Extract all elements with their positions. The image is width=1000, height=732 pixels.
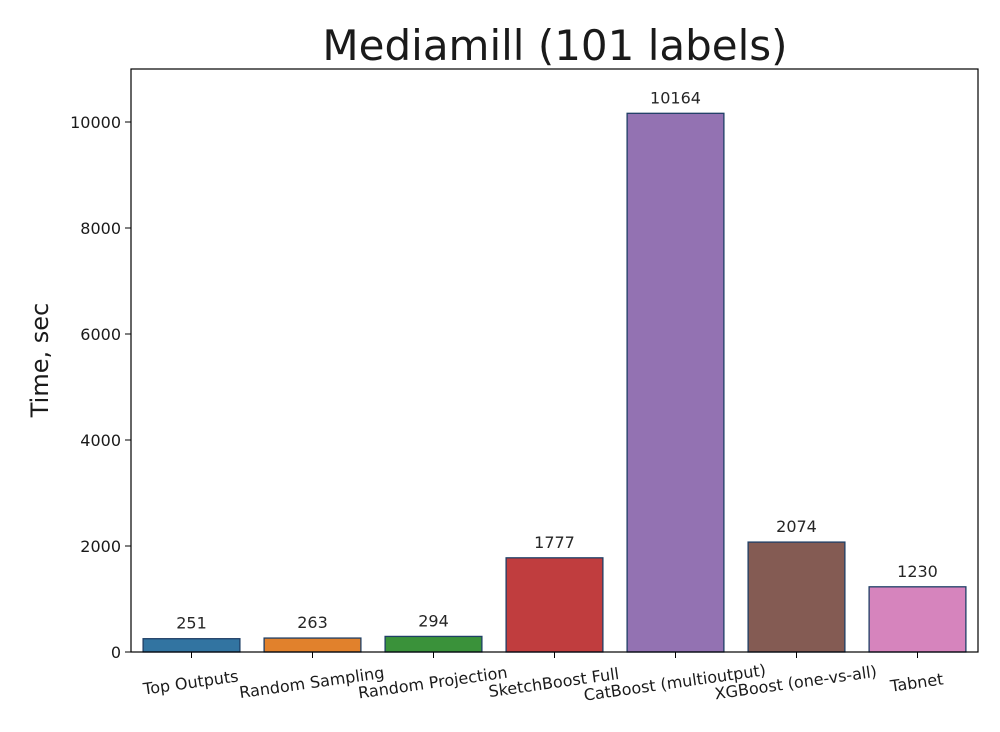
y-tick-label-4: 8000 xyxy=(80,219,121,238)
data-label-1: 263 xyxy=(297,613,328,632)
bar-1 xyxy=(263,637,362,653)
bar-3 xyxy=(505,557,604,653)
chart-title: Mediamill (101 labels) xyxy=(322,21,787,70)
y-tick-label-2: 4000 xyxy=(80,431,121,450)
plot-frame xyxy=(130,68,979,653)
y-axis-label: Time, sec xyxy=(26,303,54,418)
bars-layer: 251 263 294 1777 10164 2074 1230 xyxy=(142,88,967,653)
y-tick-label-1: 2000 xyxy=(80,537,121,556)
bar-2 xyxy=(384,635,483,653)
data-label-5: 2074 xyxy=(776,517,817,536)
x-tick-label-6: Tabnet xyxy=(888,669,944,695)
x-tick-label-0: Top Outputs xyxy=(141,666,240,698)
bar-5 xyxy=(747,541,846,653)
data-label-2: 294 xyxy=(418,611,449,630)
y-tick-label-0: 0 xyxy=(111,643,121,662)
data-label-0: 251 xyxy=(176,614,207,633)
data-label-6: 1230 xyxy=(897,562,938,581)
y-axis: 0 2000 4000 6000 8000 10000 xyxy=(70,113,131,662)
y-tick-label-5: 10000 xyxy=(70,113,121,132)
bar-6 xyxy=(868,586,967,653)
bar-4 xyxy=(626,112,725,653)
bar-0 xyxy=(142,638,241,653)
data-label-3: 1777 xyxy=(534,533,575,552)
y-tick-label-3: 6000 xyxy=(80,325,121,344)
data-label-4: 10164 xyxy=(650,88,701,107)
